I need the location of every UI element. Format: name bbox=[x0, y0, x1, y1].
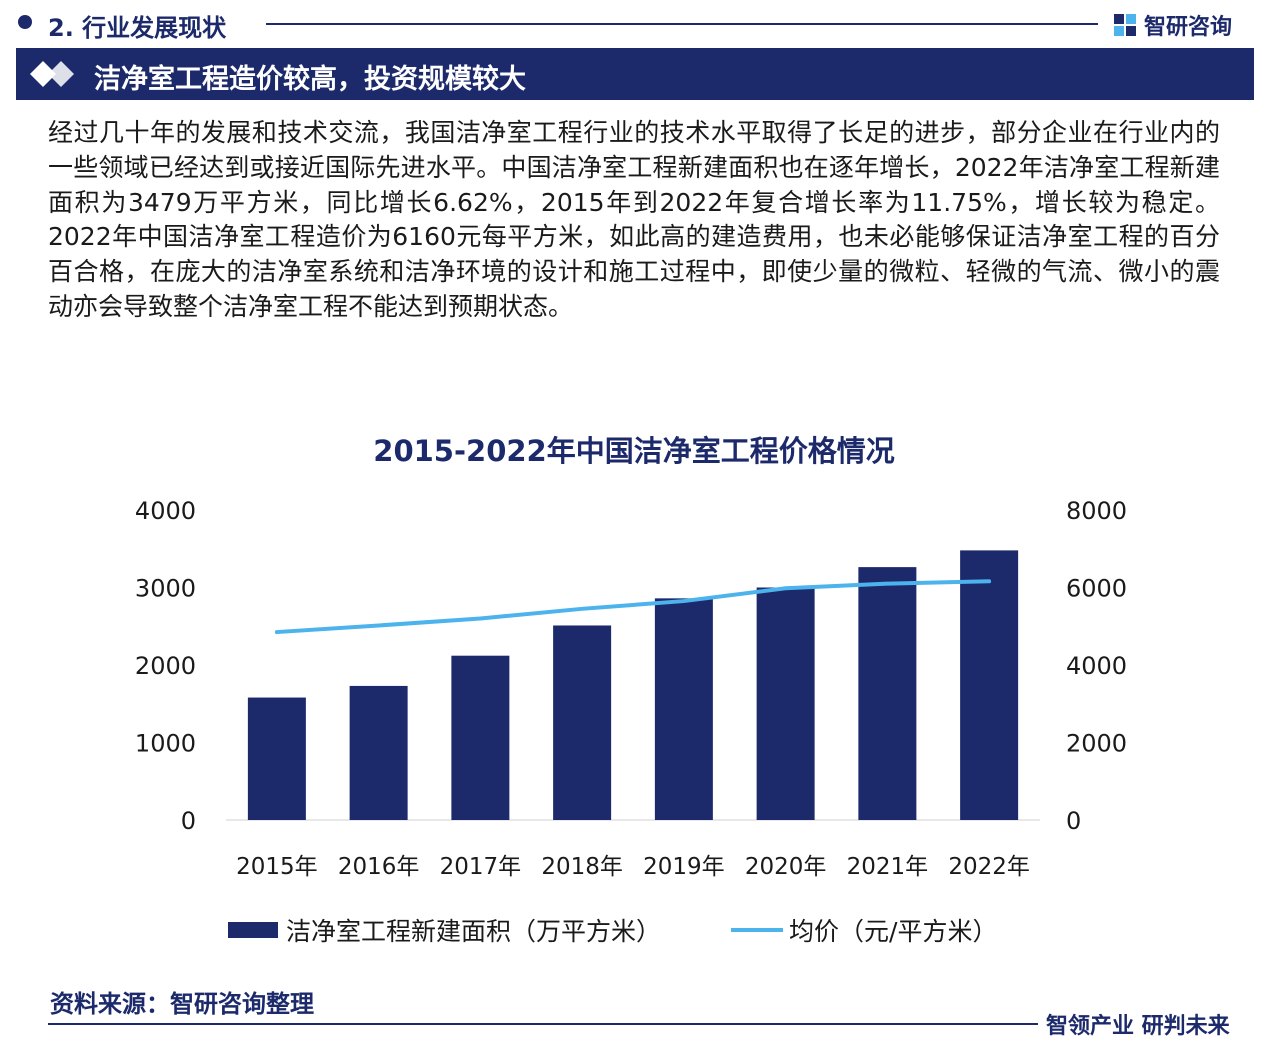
header-rule bbox=[266, 23, 1098, 25]
bar bbox=[654, 598, 713, 820]
brand-logo: 智研咨询 bbox=[1112, 9, 1232, 41]
footer-rule bbox=[48, 1023, 1038, 1025]
y-right-tick-label: 6000 bbox=[1066, 575, 1127, 603]
bar bbox=[349, 685, 408, 820]
headline-banner: 洁净室工程造价较高，投资规模较大 bbox=[16, 48, 1254, 100]
bullet-dot-icon bbox=[18, 15, 32, 29]
bar bbox=[451, 655, 510, 820]
legend-bar-swatch bbox=[228, 922, 278, 938]
legend-line-label: 均价（元/平方米） bbox=[789, 917, 998, 946]
y-right-tick-label: 2000 bbox=[1066, 730, 1127, 758]
legend-bar-label: 洁净室工程新建面积（万平方米） bbox=[286, 917, 662, 946]
bar bbox=[553, 625, 612, 820]
y-right-tick-label: 0 bbox=[1066, 807, 1081, 835]
chart-legend: 洁净室工程新建面积（万平方米） 均价（元/平方米） bbox=[228, 912, 997, 948]
combo-chart: 0 1000 2000 3000 4000 0 2000 4000 6000 8000 2015年 2… bbox=[135, 497, 1127, 880]
banner-title: 洁净室工程造价较高，投资规模较大 bbox=[94, 64, 526, 95]
x-tick-label: 2015年 bbox=[236, 854, 318, 880]
chart-title: 2015-2022年中国洁净室工程价格情况 bbox=[373, 434, 895, 468]
y-left-tick-label: 2000 bbox=[135, 652, 196, 680]
x-tick-label: 2018年 bbox=[541, 854, 623, 880]
section-title: 2. 行业发展现状 bbox=[48, 14, 227, 42]
body-paragraph: 经过几十年的发展和技术交流，我国洁净室工程行业的技术水平取得了长足的进步，部分企… bbox=[48, 118, 1220, 321]
double-diamond-icon bbox=[30, 61, 74, 87]
x-tick-label: 2019年 bbox=[643, 854, 725, 880]
x-tick-label: 2016年 bbox=[338, 854, 420, 880]
bar bbox=[756, 587, 815, 820]
bar bbox=[858, 567, 917, 820]
x-tick-label: 2017年 bbox=[440, 854, 522, 880]
bar bbox=[247, 697, 306, 820]
line-series bbox=[274, 579, 992, 635]
y-left-tick-label: 4000 bbox=[135, 497, 196, 525]
bar bbox=[960, 550, 1019, 820]
y-right-tick-label: 8000 bbox=[1066, 497, 1127, 525]
x-tick-label: 2021年 bbox=[847, 854, 929, 880]
y-left-tick-label: 0 bbox=[181, 807, 196, 835]
x-tick-label: 2020年 bbox=[745, 854, 827, 880]
top-bar: 2. 行业发展现状 智研咨询 bbox=[0, 0, 1268, 46]
y-right-tick-label: 4000 bbox=[1066, 652, 1127, 680]
data-source: 资料来源：智研咨询整理 bbox=[50, 990, 314, 1018]
y-left-tick-label: 3000 bbox=[135, 575, 196, 603]
brand-logo-icon bbox=[1114, 14, 1136, 36]
brand-name: 智研咨询 bbox=[1144, 15, 1233, 40]
footer-slogan: 智领产业 研判未来 bbox=[1046, 1014, 1230, 1039]
x-tick-label: 2022年 bbox=[948, 854, 1030, 880]
legend-line-swatch bbox=[731, 928, 784, 932]
y-left-tick-label: 1000 bbox=[135, 730, 196, 758]
